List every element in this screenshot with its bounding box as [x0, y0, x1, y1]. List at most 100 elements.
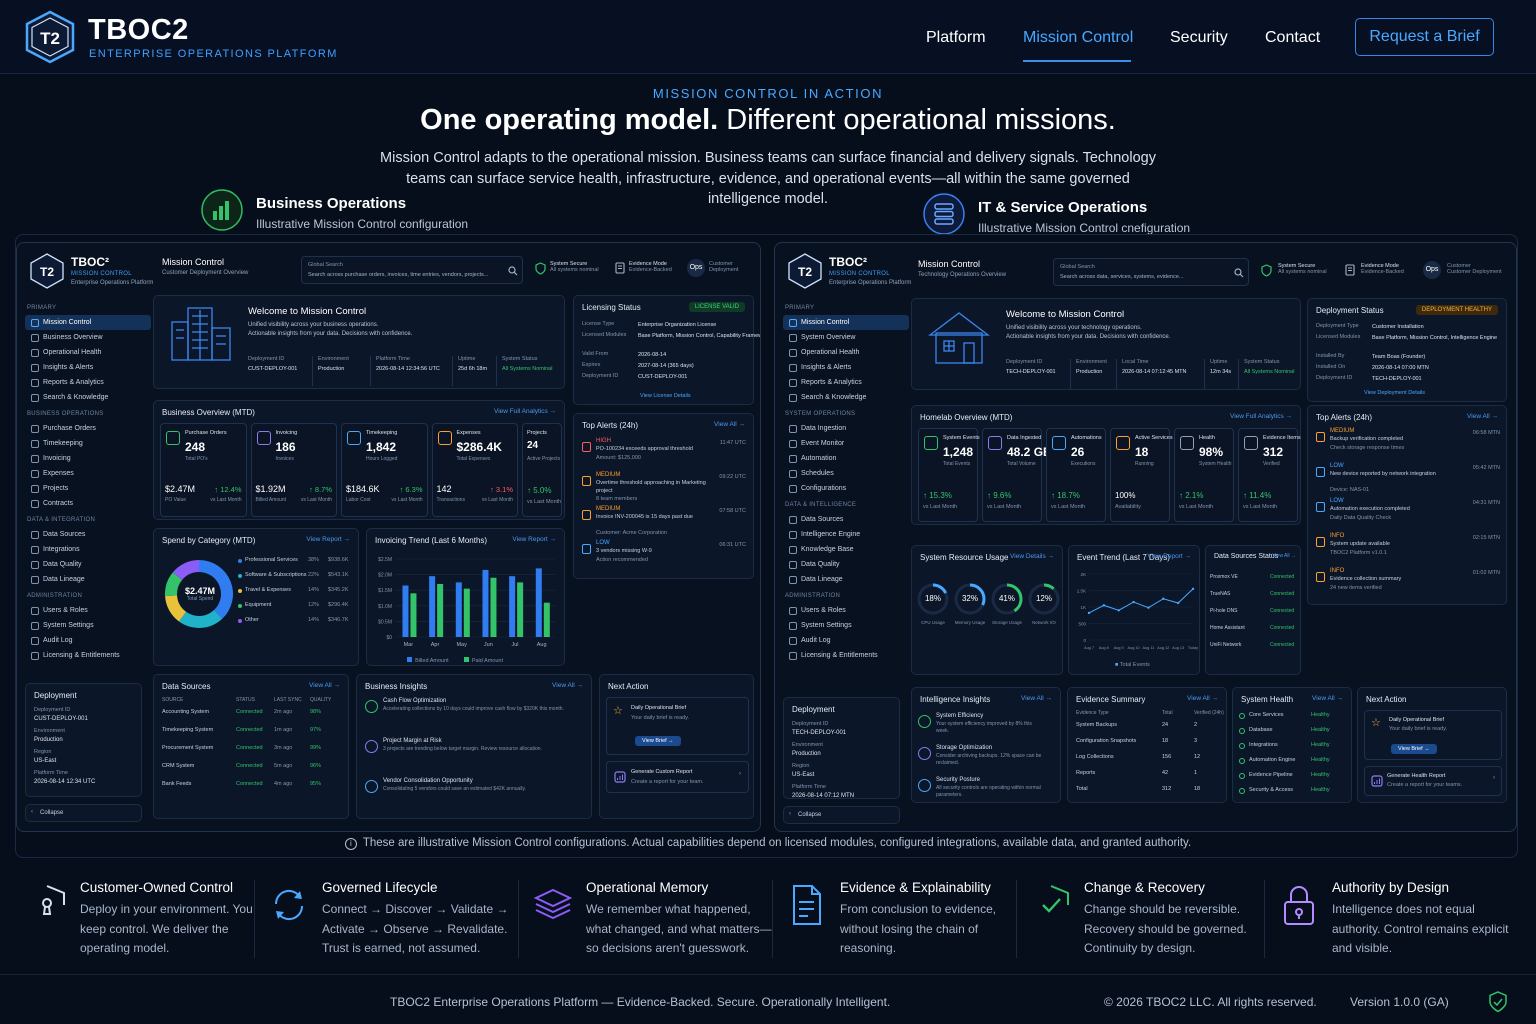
sidebar-item-system-settings[interactable]: System Settings [25, 618, 151, 633]
daily-brief-tile[interactable]: ☆ Daily Operational Brief Your daily bri… [606, 697, 749, 755]
view-license-details-link[interactable]: View License Details [640, 393, 691, 399]
sidebar-item-licensing-entitlements[interactable]: Licensing & Entitlements [783, 648, 909, 663]
view-all-ds-link[interactable]: View All → [1272, 553, 1296, 559]
kpi-tile[interactable]: Timekeeping 1,842 Hours Logged $184.6K Labor… [341, 423, 428, 517]
daily-brief-tile[interactable]: ☆ Daily Operational Brief Your daily bri… [1364, 710, 1502, 760]
sidebar-item-data-sources[interactable]: Data Sources [783, 512, 909, 527]
kpi-tile[interactable]: Data Ingested 48.2 GB Total Volume ↑ 9.6% vs… [982, 428, 1052, 522]
kpi-tile[interactable]: Evidence Items 312 Verified ↑ 11.4% vs Last … [1238, 428, 1301, 522]
view-events-report-link[interactable]: View Report → [1147, 553, 1191, 560]
kpi-tile[interactable]: Automations 26 Executions ↑ 18.7% vs Last Mo… [1046, 428, 1106, 522]
alert-item[interactable]: MEDIUM 09:22 UTC Overtime threshold approa… [580, 472, 750, 504]
global-search-input[interactable]: Global Search Search across data, servic… [1053, 258, 1249, 286]
kpi-tile[interactable]: Active Services 18 Running 100% Availability [1110, 428, 1173, 522]
sidebar-item-insights-alerts[interactable]: Insights & Alerts [25, 360, 151, 375]
sidebar-item-configurations[interactable]: Configurations [783, 481, 909, 496]
sidebar-item-intelligence-engine[interactable]: Intelligence Engine [783, 527, 909, 542]
view-brief-button[interactable]: View Brief → [1391, 744, 1437, 754]
alert-item[interactable]: LOW 06:31 UTC 3 vendors missing W-9 Action … [580, 540, 750, 572]
sidebar-item-reports-analytics[interactable]: Reports & Analytics [25, 375, 151, 390]
sidebar-item-system-overview[interactable]: System Overview [783, 330, 909, 345]
ops-avatar[interactable]: Ops [1423, 261, 1441, 279]
alert-item[interactable]: HIGH 11:47 UTC PO-100234 exceeds approval … [580, 438, 750, 470]
view-resource-details-link[interactable]: View Details → [1010, 553, 1054, 560]
sidebar-item-timekeeping[interactable]: Timekeeping [25, 436, 151, 451]
sidebar-item-operational-health[interactable]: Operational Health [25, 345, 151, 360]
sidebar-item-system-settings[interactable]: System Settings [783, 618, 909, 633]
sidebar-item-audit-log[interactable]: Audit Log [783, 633, 909, 648]
view-all-evidence-link[interactable]: View All → [1187, 695, 1218, 702]
sidebar-item-schedules[interactable]: Schedules [783, 466, 909, 481]
customer-deployment-menu[interactable]: Customer Customer Deployment [1447, 263, 1502, 275]
view-deployment-details-link[interactable]: View Deployment Details [1364, 390, 1426, 396]
sidebar-item-data-lineage[interactable]: Data Lineage [783, 572, 909, 587]
kpi-tile[interactable]: Health 98% System Health ↑ 2.1% vs Last Mont… [1174, 428, 1234, 522]
view-brief-button[interactable]: View Brief → [635, 736, 681, 746]
view-full-analytics-link[interactable]: View Full Analytics → [493, 408, 556, 415]
insight-item[interactable]: Security Posture All security controls ar… [916, 776, 1058, 804]
view-trend-report-link[interactable]: View Report → [512, 536, 556, 543]
sidebar-item-mission-control[interactable]: Mission Control [25, 315, 151, 330]
search-icon[interactable] [1234, 268, 1244, 278]
nav-link-contact[interactable]: Contact [1265, 29, 1321, 46]
sidebar-item-operational-health[interactable]: Operational Health [783, 345, 909, 360]
ops-avatar[interactable]: Ops [687, 259, 705, 277]
alert-item[interactable]: MEDIUM 06:58 MTN Backup verification compl… [1314, 428, 1504, 461]
kpi-tile[interactable]: Invoicing 186 Invoices $1.92M Billed Amount ↑… [250, 423, 337, 517]
search-icon[interactable] [508, 266, 518, 276]
alert-item[interactable]: INFO 01:02 MTN Evidence collection summary… [1314, 568, 1504, 601]
sidebar-item-audit-log[interactable]: Audit Log [25, 633, 151, 648]
alert-item[interactable]: LOW 04:31 MTN Automation execution complet… [1314, 498, 1504, 531]
nav-link-mission-control[interactable]: Mission Control [1023, 29, 1134, 46]
generate-report-tile[interactable]: Generate Health Report Create a report f… [1364, 766, 1502, 796]
nav-link-platform[interactable]: Platform [926, 29, 986, 46]
sidebar-item-purchase-orders[interactable]: Purchase Orders [25, 421, 151, 436]
brand-name[interactable]: TBOC2 [88, 14, 189, 46]
sidebar-item-business-overview[interactable]: Business Overview [25, 330, 151, 345]
alert-item[interactable]: LOW 05:42 MTN New device reported by netwo… [1314, 463, 1504, 496]
sidebar-item-knowledge-base[interactable]: Knowledge Base [783, 542, 909, 557]
request-brief-button[interactable]: Request a Brief [1355, 18, 1494, 56]
kpi-tile[interactable]: Projects 24 Active Projects ↑ 5.0% vs Last M… [522, 423, 562, 517]
kpi-tile[interactable]: System Events 1,248 Total Events ↑ 15.3% vs … [918, 428, 980, 522]
sidebar-item-expenses[interactable]: Expenses [25, 466, 151, 481]
nav-link-security[interactable]: Security [1170, 29, 1228, 46]
sidebar-item-integrations[interactable]: Integrations [25, 542, 151, 557]
sidebar-item-mission-control[interactable]: Mission Control [783, 315, 909, 330]
sidebar-item-users-roles[interactable]: Users & Roles [25, 603, 151, 618]
global-search-input[interactable]: Global Search Search across purchase ord… [301, 256, 523, 284]
sidebar-item-data-quality[interactable]: Data Quality [783, 557, 909, 572]
sidebar-item-event-monitor[interactable]: Event Monitor [783, 436, 909, 451]
sidebar-item-search-knowledge[interactable]: Search & Knowledge [25, 390, 151, 405]
sidebar-item-licensing-entitlements[interactable]: Licensing & Entitlements [25, 648, 151, 663]
sidebar-item-automation[interactable]: Automation [783, 451, 909, 466]
view-spend-report-link[interactable]: View Report → [306, 536, 350, 543]
view-all-insights-link[interactable]: View All → [1021, 695, 1052, 702]
view-all-insights-link[interactable]: View All → [552, 682, 583, 689]
sidebar-item-invoicing[interactable]: Invoicing [25, 451, 151, 466]
sidebar-item-data-sources[interactable]: Data Sources [25, 527, 151, 542]
insight-item[interactable]: Project Margin at Risk 3 projects are tre… [363, 737, 587, 773]
sidebar-item-projects[interactable]: Projects [25, 481, 151, 496]
insight-item[interactable]: System Efficiency Your system efficiency … [916, 712, 1058, 740]
sidebar-item-contracts[interactable]: Contracts [25, 496, 151, 511]
collapse-sidebar-button[interactable]: Collapse ‹ [25, 804, 142, 822]
tboc2-logo-icon[interactable]: T2 [24, 10, 76, 64]
sidebar-item-data-lineage[interactable]: Data Lineage [25, 572, 151, 587]
collapse-sidebar-button[interactable]: Collapse ‹ [783, 806, 900, 824]
sidebar-item-data-quality[interactable]: Data Quality [25, 557, 151, 572]
sidebar-item-users-roles[interactable]: Users & Roles [783, 603, 909, 618]
generate-report-tile[interactable]: Generate Custom Report Create a report f… [606, 761, 749, 793]
customer-deployment-menu[interactable]: Customer Deployment [709, 261, 739, 273]
view-all-alerts-link[interactable]: View All → [714, 421, 745, 428]
insight-item[interactable]: Storage Optimization Consider archiving b… [916, 744, 1058, 772]
sidebar-item-reports-analytics[interactable]: Reports & Analytics [783, 375, 909, 390]
sidebar-item-data-ingestion[interactable]: Data Ingestion [783, 421, 909, 436]
insight-item[interactable]: Cash Flow Optimization Accelerating colle… [363, 697, 587, 733]
sidebar-item-search-knowledge[interactable]: Search & Knowledge [783, 390, 909, 405]
view-all-health-link[interactable]: View All → [1312, 695, 1343, 702]
kpi-tile[interactable]: Expenses $286.4K Total Expenses 142 Transact… [431, 423, 518, 517]
alert-item[interactable]: INFO 02:15 MTN System update available TBOC… [1314, 533, 1504, 566]
view-all-sources-link[interactable]: View All → [309, 682, 340, 689]
insight-item[interactable]: Vendor Consolidation Opportunity Consolid… [363, 777, 587, 813]
